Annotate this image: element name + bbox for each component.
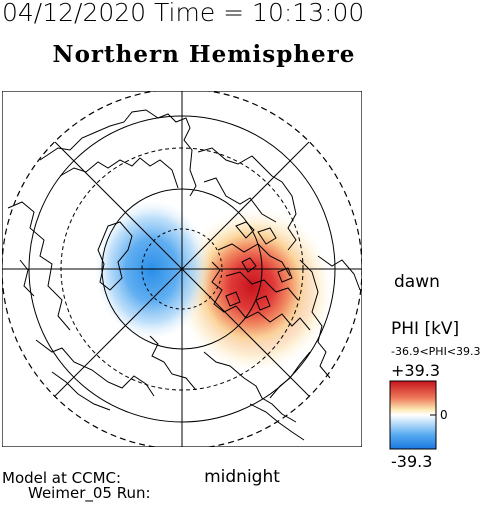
footer-model-line: Model at CCMC: — [2, 469, 121, 487]
positive-cell — [190, 220, 314, 352]
color-legend: PHI [kV] -36.9<PHI<39.3 +39.3 0 -39.3 — [389, 319, 481, 471]
legend-range-text: -36.9<PHI<39.3 — [391, 345, 481, 358]
legend-color-bar — [389, 380, 437, 450]
dawn-label: dawn — [394, 272, 440, 292]
meridian-grid — [2, 91, 362, 447]
legend-zero-label: 0 — [440, 408, 448, 422]
datetime-header: 04/12/2020 Time = 10:13:00 — [2, 0, 364, 27]
legend-max-label: +39.3 — [391, 361, 440, 380]
potential-pattern — [94, 200, 333, 372]
polar-map — [2, 91, 362, 447]
negative-cell — [94, 200, 210, 340]
footer-run-line: Weimer_05 Run: — [28, 484, 151, 503]
midnight-label: midnight — [204, 467, 280, 487]
legend-min-label: -39.3 — [391, 452, 432, 471]
legend-title: PHI [kV] — [391, 319, 459, 339]
coastlines — [7, 109, 361, 441]
page-title: Northern Hemisphere — [53, 41, 356, 68]
